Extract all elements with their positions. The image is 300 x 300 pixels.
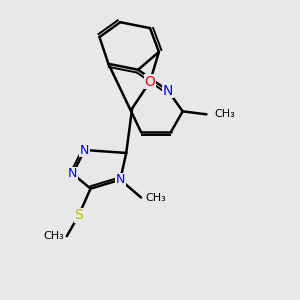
Text: N: N bbox=[163, 84, 173, 98]
Text: S: S bbox=[74, 208, 83, 222]
Text: O: O bbox=[145, 75, 155, 88]
Text: N: N bbox=[68, 167, 77, 180]
Text: CH₃: CH₃ bbox=[214, 109, 235, 119]
Text: CH₃: CH₃ bbox=[146, 193, 166, 202]
Text: N: N bbox=[80, 143, 89, 157]
Text: CH₃: CH₃ bbox=[43, 231, 64, 241]
Text: N: N bbox=[116, 173, 125, 186]
